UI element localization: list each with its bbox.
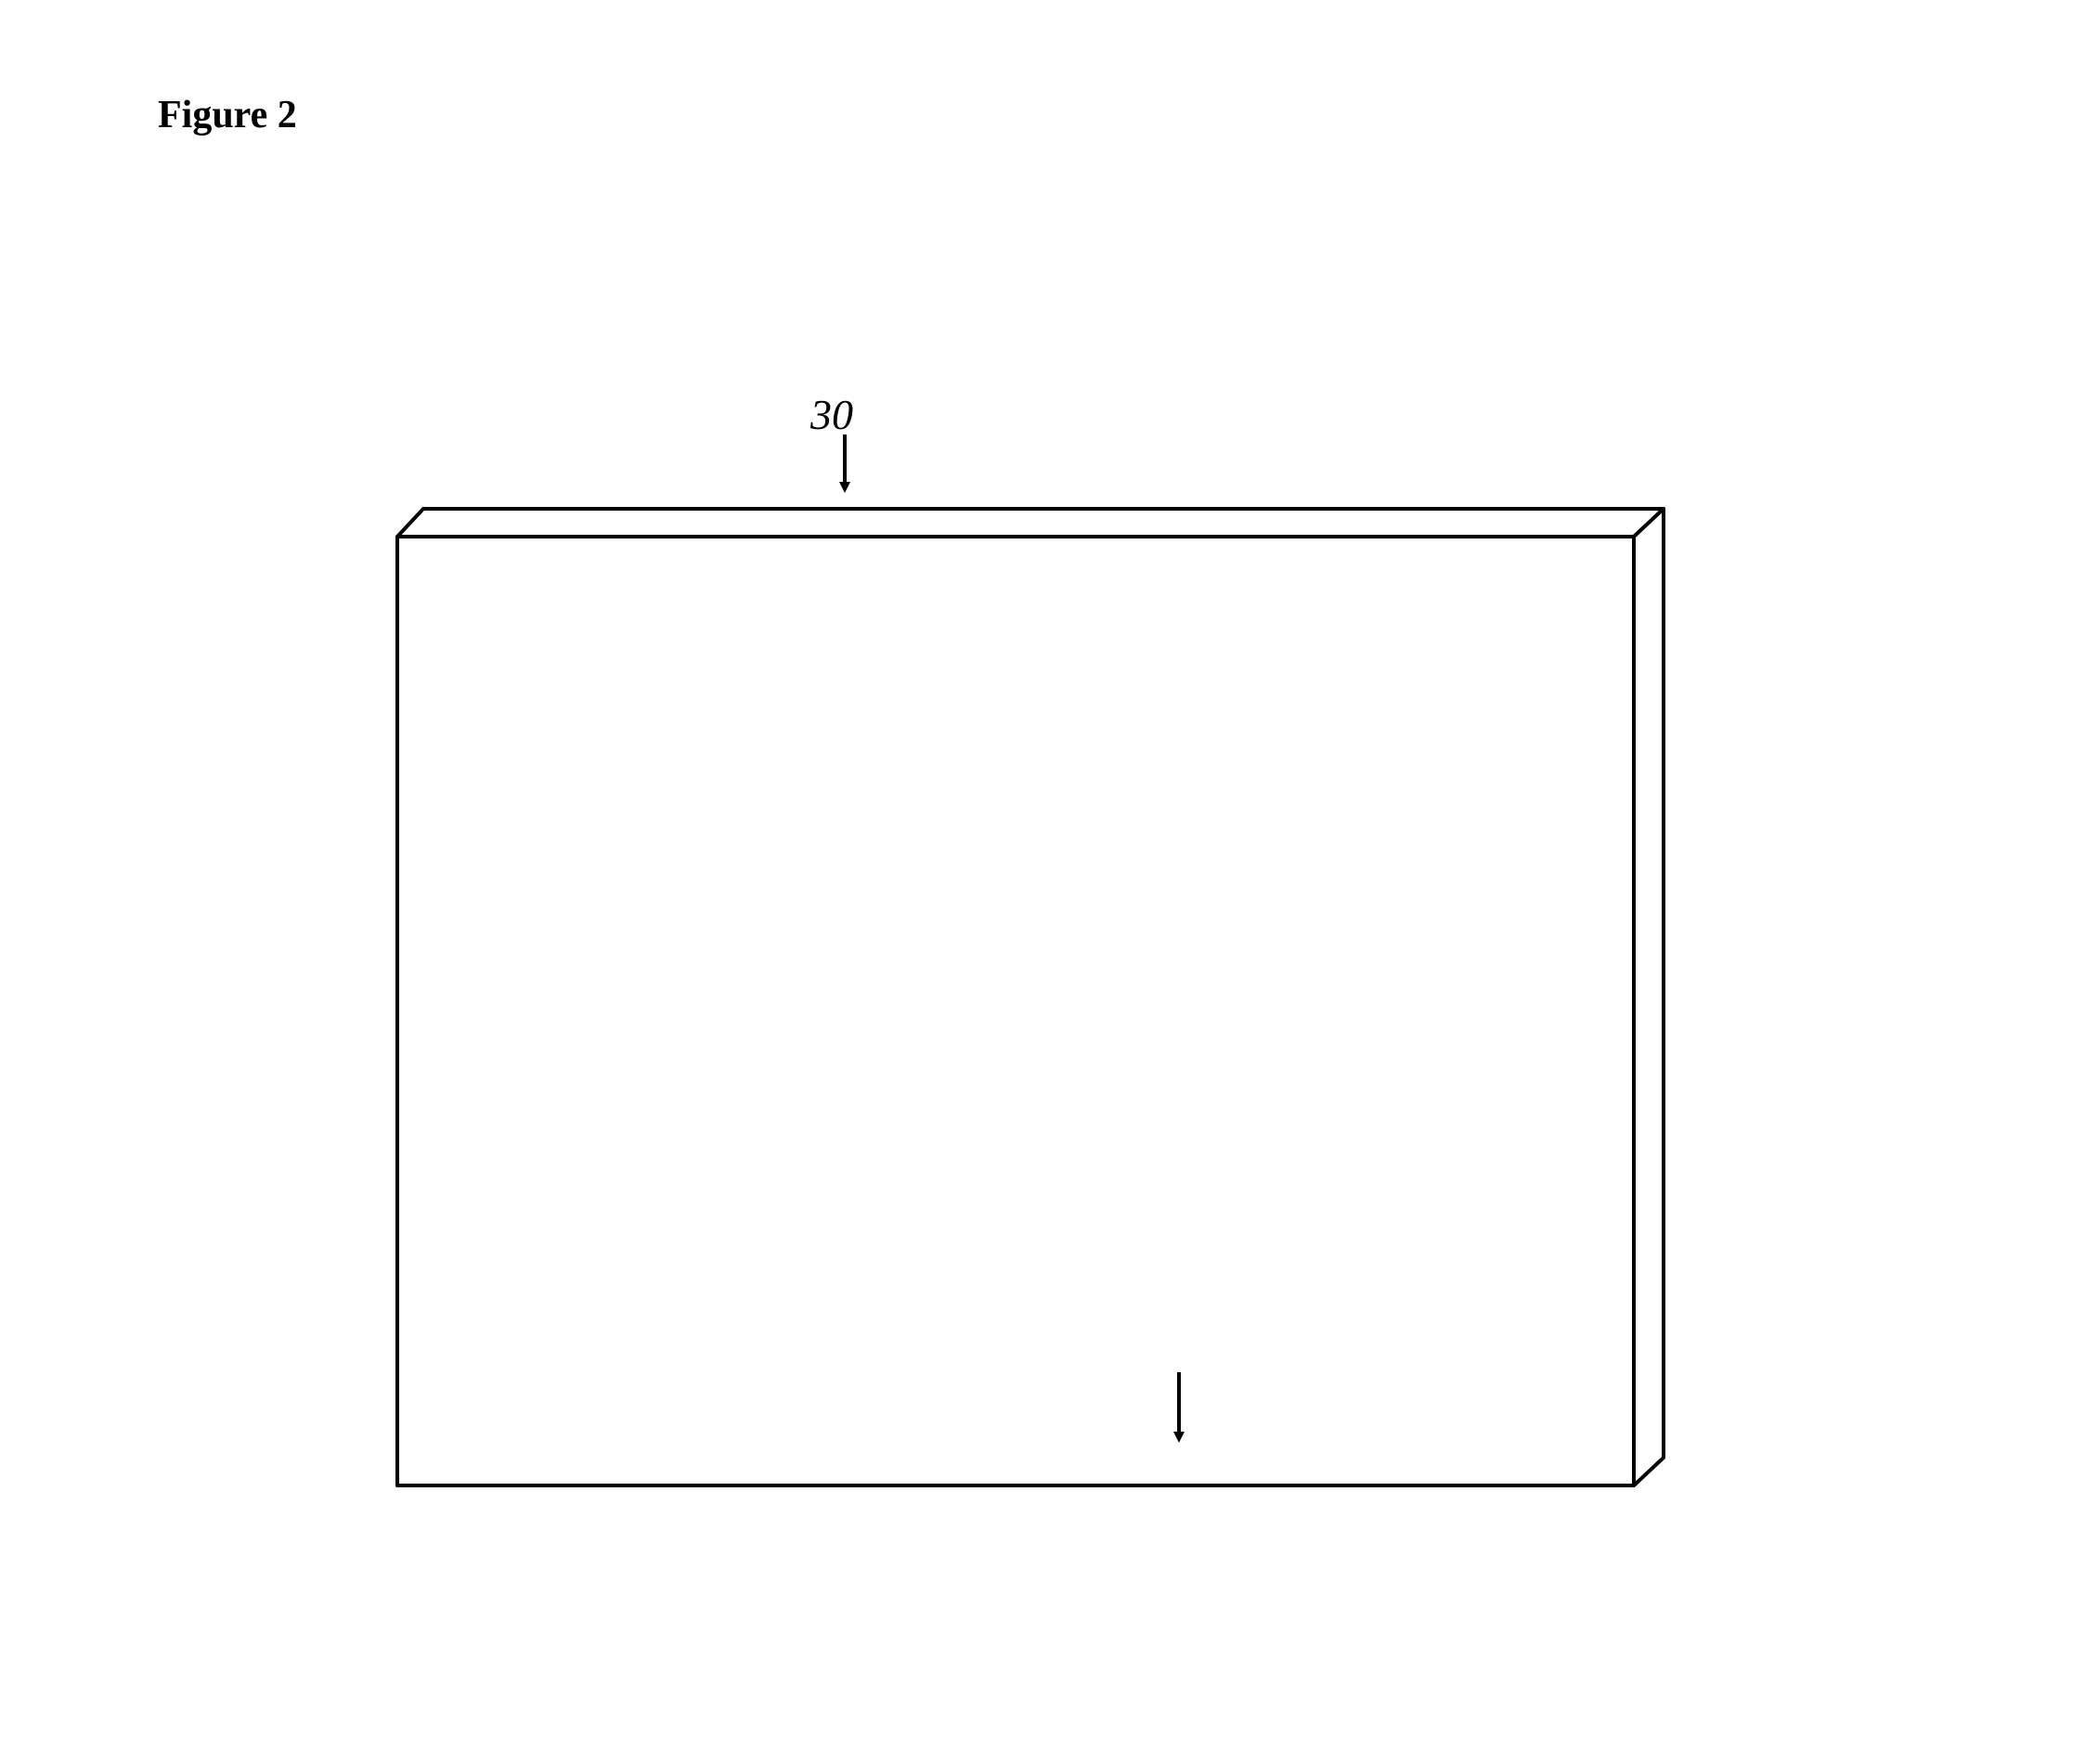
figure-svg: [0, 0, 2098, 1764]
